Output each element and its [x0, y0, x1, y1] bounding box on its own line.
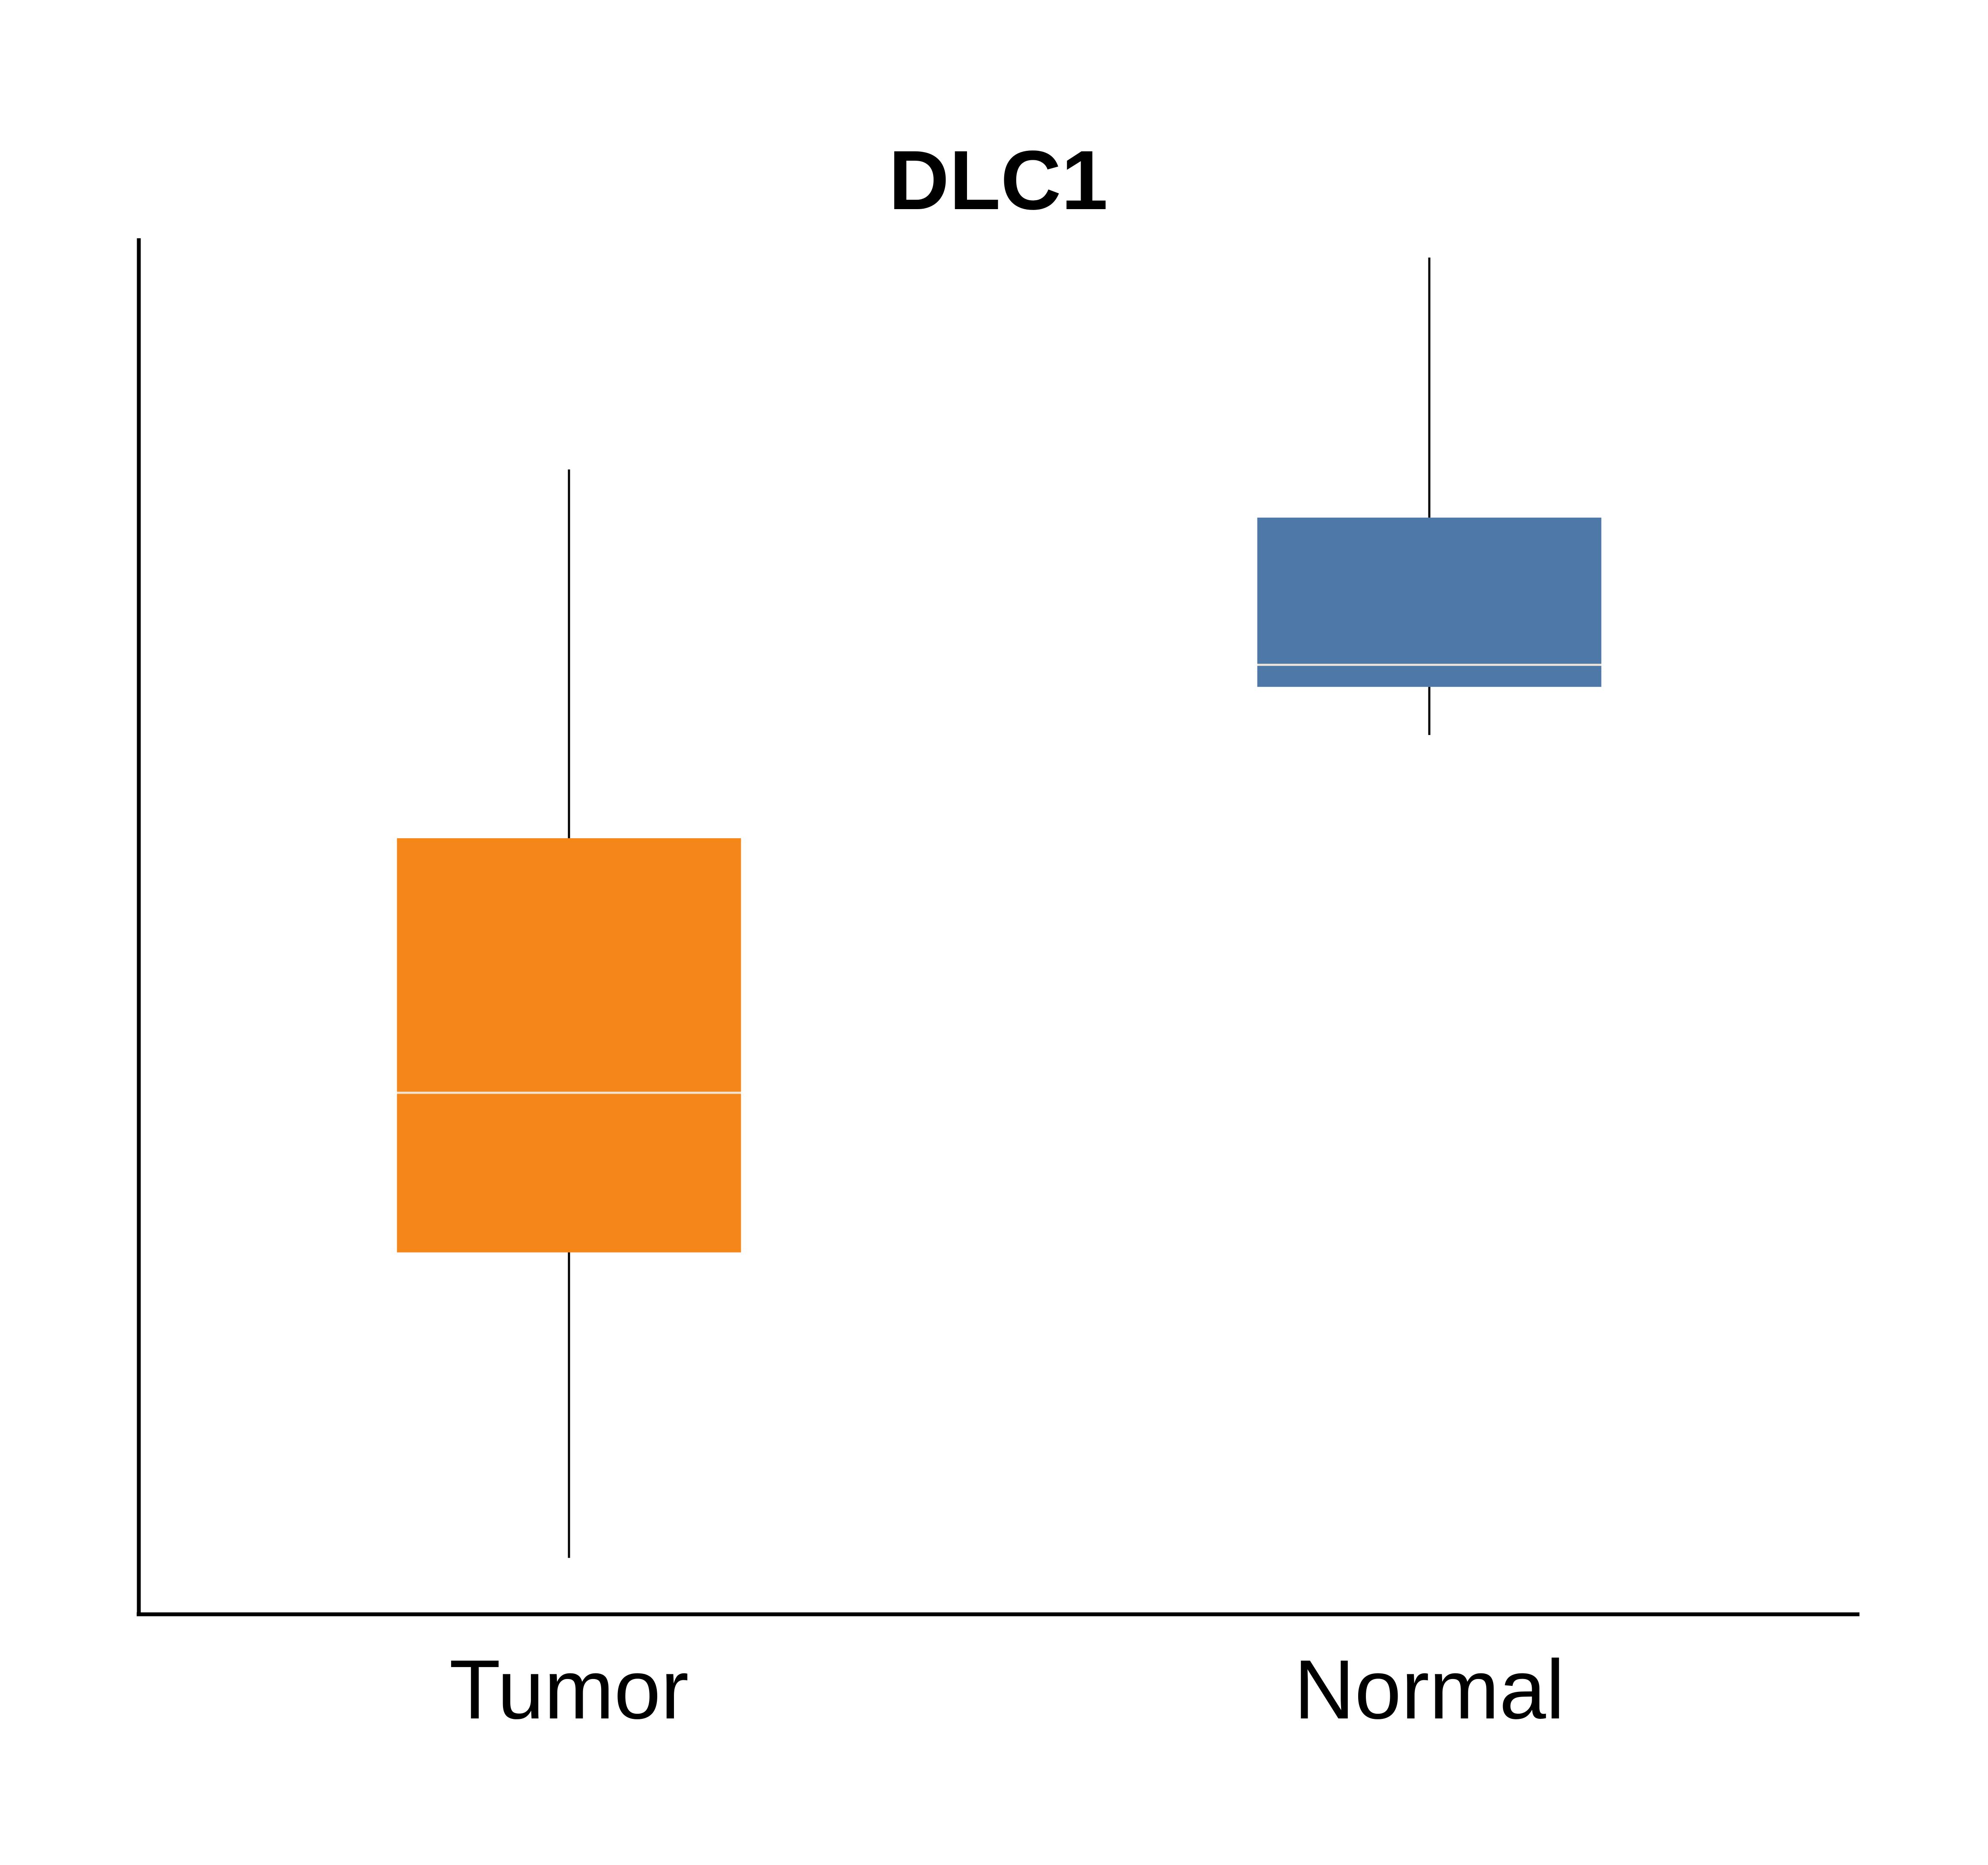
- iqr-box-tumor: [397, 838, 741, 1253]
- chart-title: DLC1: [889, 133, 1108, 227]
- iqr-box-normal: [1257, 517, 1602, 687]
- box-tumor: [397, 469, 741, 1558]
- x-tick-labels: Tumor Normal: [449, 1643, 1564, 1736]
- box-normal: [1257, 257, 1602, 735]
- plot-area: [397, 257, 1602, 1558]
- x-tick-label-normal: Normal: [1294, 1643, 1565, 1736]
- x-tick-label-tumor: Tumor: [449, 1643, 689, 1736]
